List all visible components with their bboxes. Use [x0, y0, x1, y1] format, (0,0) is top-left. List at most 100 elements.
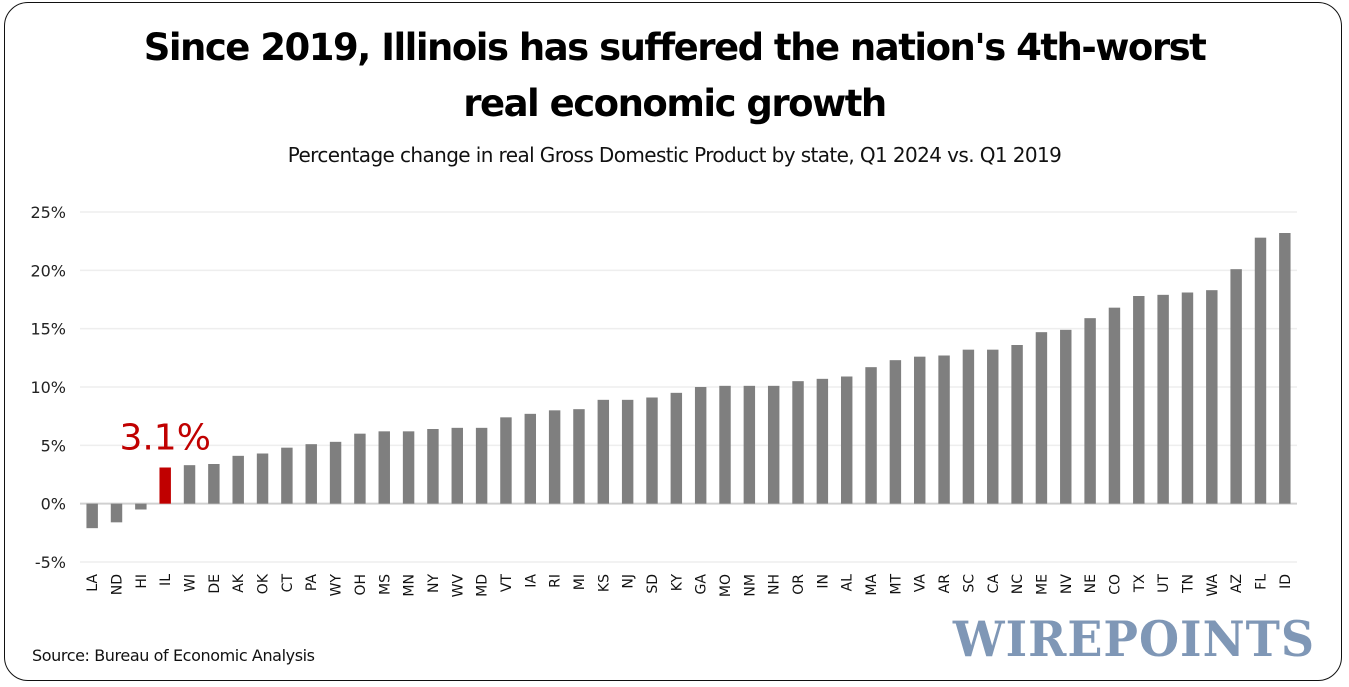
- x-tick-label: DE: [207, 574, 223, 594]
- bar-ok: [256, 453, 269, 504]
- x-tick-label: KS: [596, 574, 612, 592]
- x-tick-label: HI: [134, 574, 150, 589]
- bars: [86, 233, 1291, 529]
- chart-subtitle: Percentage change in real Gross Domestic…: [287, 143, 1062, 167]
- bar-or: [792, 381, 804, 504]
- wirepoints-logo: WIREPOINTS: [952, 610, 1316, 668]
- bar-hi: [135, 503, 147, 510]
- x-tick-label: SD: [645, 574, 661, 594]
- x-tick-label: ME: [1034, 574, 1050, 595]
- x-tick-label: TN: [1180, 574, 1196, 594]
- x-tick-label: LA: [85, 574, 101, 592]
- x-tick-label: OK: [256, 573, 272, 594]
- x-tick-label: NV: [1059, 574, 1075, 594]
- bar-oh: [354, 433, 366, 504]
- bar-tx: [1133, 296, 1145, 504]
- x-tick-label: CA: [986, 574, 1002, 594]
- x-tick-label: GA: [694, 574, 710, 595]
- bar-de: [208, 464, 220, 504]
- bar-pa: [305, 444, 317, 504]
- y-tick-label: 5%: [41, 436, 66, 455]
- x-tick-label: ND: [110, 574, 126, 595]
- x-tick-label: SC: [961, 574, 977, 593]
- x-tick-label: MO: [718, 574, 734, 597]
- bar-nv: [1060, 329, 1072, 504]
- bar-co: [1108, 307, 1121, 504]
- y-tick-label: 20%: [30, 261, 66, 280]
- x-tick-label: VA: [913, 574, 929, 593]
- bar-ma: [865, 367, 877, 504]
- x-tick-label: AL: [840, 574, 856, 592]
- bar-nc: [1011, 345, 1023, 504]
- x-tick-label: NC: [1010, 574, 1026, 594]
- bar-va: [914, 356, 926, 504]
- x-tick-label: FL: [1253, 574, 1269, 590]
- bar-ca: [987, 349, 999, 504]
- bar-id: [1279, 233, 1291, 504]
- x-tick-label: WV: [450, 574, 466, 598]
- bar-ny: [427, 429, 439, 504]
- bar-vt: [500, 417, 512, 504]
- x-tick-label: IL: [158, 574, 174, 586]
- x-tick-label: TX: [1132, 574, 1148, 594]
- bar-ut: [1157, 294, 1169, 504]
- bar-wa: [1206, 290, 1218, 504]
- bar-me: [1035, 332, 1048, 504]
- bar-nh: [767, 385, 780, 504]
- bar-nm: [743, 385, 756, 504]
- x-tick-label: CT: [280, 574, 296, 593]
- x-tick-label: MA: [864, 574, 880, 596]
- x-tick-label: NM: [742, 574, 758, 597]
- x-axis: LA ND HI IL WI DE AK OK CT PA WY OH MS MN NY WV MD VT IA RI…: [85, 573, 1294, 597]
- x-tick-label: WY: [329, 574, 345, 597]
- bar-fl: [1254, 237, 1267, 504]
- bar-in: [816, 378, 829, 504]
- x-tick-label: IN: [815, 574, 831, 589]
- x-tick-label: NJ: [621, 574, 637, 589]
- bar-mt: [889, 360, 902, 504]
- bar-ky: [670, 392, 683, 504]
- x-tick-label: AR: [937, 574, 953, 594]
- x-tick-label: UT: [1156, 574, 1172, 593]
- il-value-annotation: 3.1%: [119, 418, 210, 459]
- bar-ar: [938, 355, 950, 504]
- x-tick-label: MT: [888, 574, 904, 595]
- x-tick-label: ID: [1278, 574, 1294, 589]
- bar-ak: [232, 455, 244, 504]
- bar-mn: [402, 431, 415, 504]
- bar-sd: [646, 397, 658, 504]
- bar-md: [475, 427, 488, 504]
- bar-wy: [329, 441, 342, 504]
- bar-wi: [183, 465, 196, 504]
- y-axis: -5% 0% 5% 10% 15% 20% 25%: [30, 203, 66, 572]
- x-tick-label: CO: [1107, 574, 1123, 595]
- x-tick-label: VT: [499, 574, 515, 593]
- bar-ia: [524, 413, 537, 504]
- x-tick-label: NH: [767, 574, 783, 595]
- x-tick-label: WI: [183, 574, 199, 592]
- x-tick-label: KY: [669, 574, 685, 592]
- y-tick-label: 0%: [41, 495, 66, 514]
- x-tick-label: OR: [791, 574, 807, 595]
- bar-wv: [451, 427, 463, 504]
- x-tick-label: PA: [304, 574, 320, 592]
- bar-la: [86, 503, 98, 529]
- bar-mi: [573, 409, 585, 504]
- x-tick-label: WA: [1205, 574, 1221, 597]
- y-tick-label: 15%: [30, 320, 66, 339]
- bar-il: [159, 467, 171, 504]
- bar-tn: [1181, 292, 1194, 504]
- y-tick-label: 25%: [30, 203, 66, 222]
- y-tick-label: 10%: [30, 378, 66, 397]
- chart-title-line2: real economic growth: [463, 82, 887, 125]
- bar-ga: [694, 387, 707, 504]
- x-tick-label: NE: [1083, 574, 1099, 593]
- x-tick-label: MS: [377, 574, 393, 595]
- x-tick-label: IA: [523, 574, 539, 588]
- x-tick-label: AZ: [1229, 574, 1245, 593]
- bar-nd: [110, 503, 123, 523]
- bar-al: [840, 376, 853, 504]
- x-tick-label: MI: [572, 574, 588, 590]
- bar-ne: [1084, 318, 1096, 504]
